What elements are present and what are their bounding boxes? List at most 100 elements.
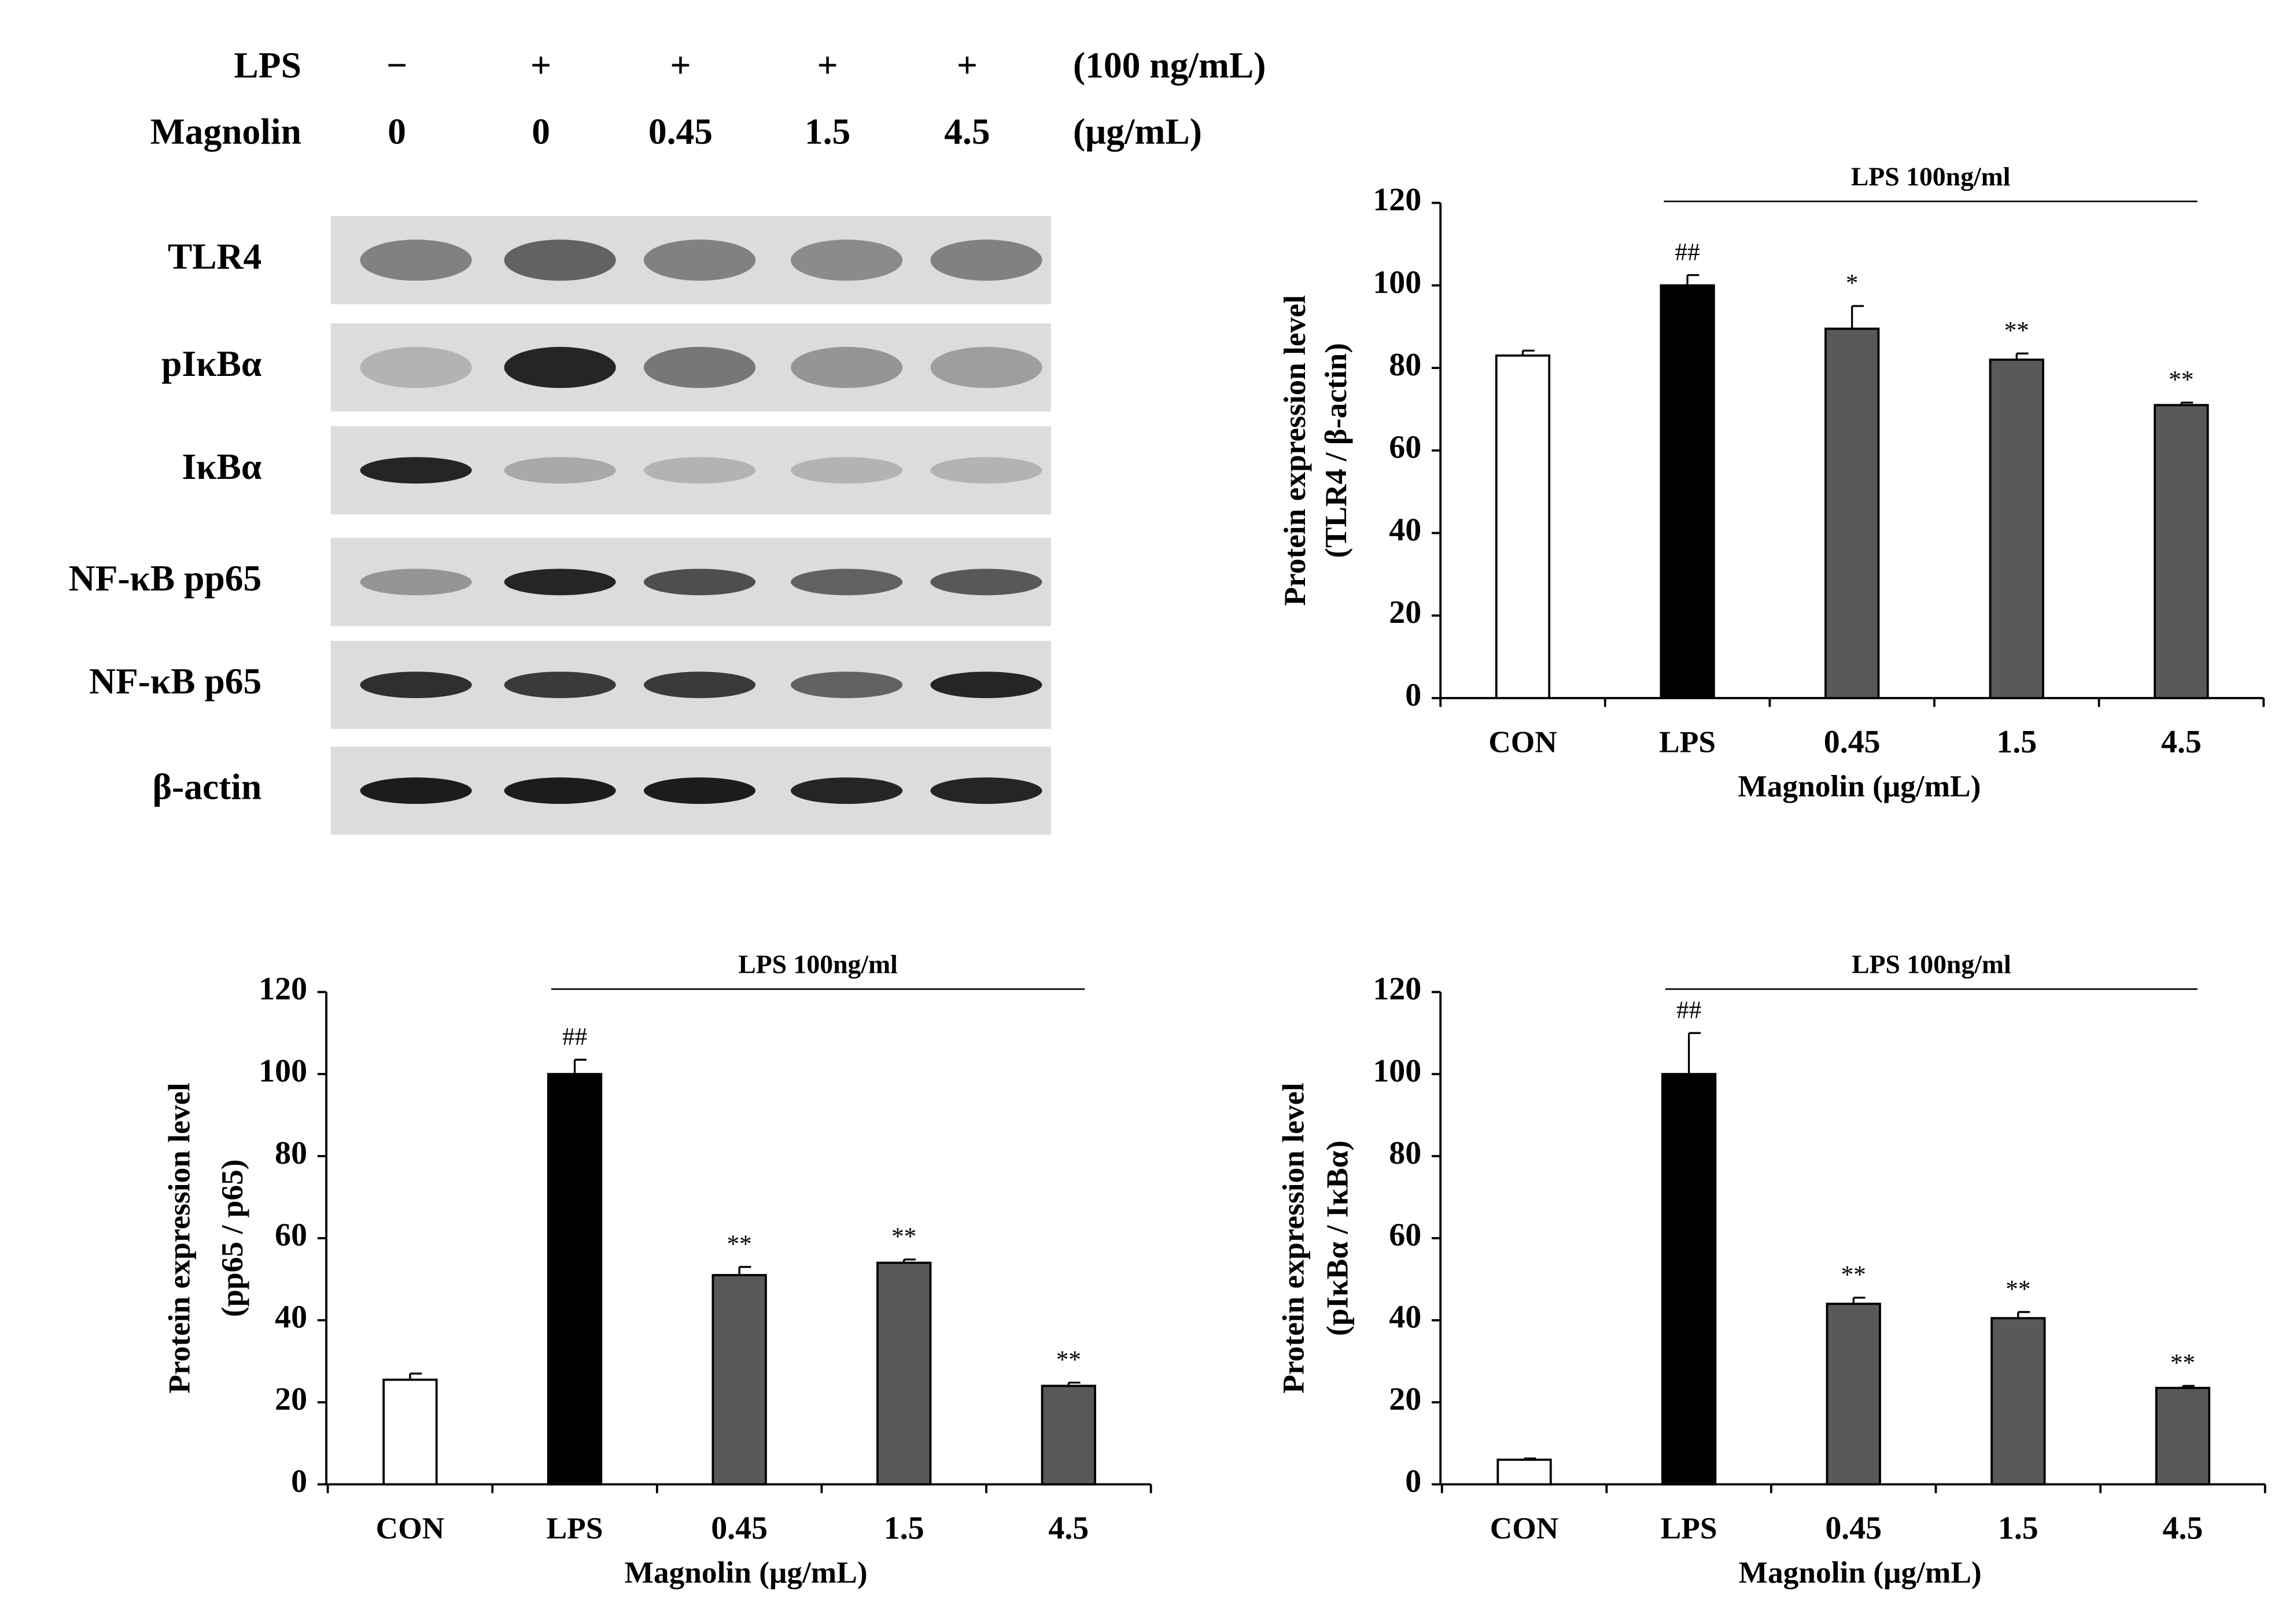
significance: **: [2004, 318, 2029, 345]
y-tick-label: 120: [1373, 971, 1421, 1007]
blot-band: [643, 346, 756, 388]
error-bar: [409, 1372, 422, 1380]
bar: [712, 1274, 767, 1486]
blot-band: [504, 457, 616, 484]
y-tick-label: 100: [1373, 264, 1421, 300]
bar: [382, 1378, 438, 1486]
bar: [1495, 354, 1551, 699]
y-tick-label: 0: [291, 1463, 307, 1499]
significance: **: [2170, 1350, 2195, 1377]
y-tick-label: 60: [1389, 430, 1421, 466]
treatment-value: +: [817, 45, 838, 86]
blot-band: [360, 569, 472, 596]
y-tick-label: 80: [1389, 1135, 1421, 1171]
bar: [1041, 1385, 1096, 1486]
bar: [1660, 284, 1715, 699]
blot-band: [504, 569, 616, 596]
blot-band: [360, 239, 472, 281]
significance: **: [1056, 1346, 1081, 1374]
treatment-value: 0: [532, 110, 550, 152]
treatment-value: 4.5: [944, 110, 990, 152]
treatment-unit: (100 ng/mL): [1073, 45, 1266, 86]
bar: [547, 1073, 603, 1486]
x-tick-label: CON: [1490, 1511, 1559, 1545]
y-tick-label: 20: [1389, 595, 1421, 630]
bar: [1824, 327, 1880, 699]
protein-label: NF-κB pp65: [69, 558, 262, 599]
x-tick-label: 0.45: [1824, 724, 1881, 760]
treatment-value: +: [670, 45, 691, 86]
significance: *: [1846, 270, 1859, 297]
blot-band: [643, 569, 756, 596]
blot-band: [930, 777, 1042, 804]
error-bar: [1852, 1297, 1866, 1304]
protein-label: β-actin: [153, 766, 262, 807]
y-tick-label: 0: [1405, 677, 1421, 713]
y-tick-label: 0: [1405, 1463, 1421, 1499]
blot-band: [360, 671, 472, 699]
blot-band: [504, 239, 616, 281]
x-axis-title: Magnolin (μg/mL): [625, 1555, 868, 1589]
protein-label: IκBα: [182, 446, 262, 487]
error-bar: [573, 1058, 587, 1075]
y-tick-label: 120: [259, 971, 307, 1007]
y-tick-label: 60: [275, 1217, 307, 1253]
bar: [1661, 1073, 1717, 1486]
protein-label: pIκBα: [161, 343, 261, 384]
treatment-value: +: [530, 45, 551, 86]
blot-band: [930, 457, 1042, 484]
error-bar: [1523, 1457, 1536, 1460]
bar: [1496, 1459, 1552, 1486]
error-bar: [2180, 401, 2194, 405]
error-bar: [738, 1265, 751, 1275]
blot-band: [791, 346, 903, 388]
x-tick-label: 1.5: [1996, 724, 2037, 760]
bar: [876, 1261, 932, 1486]
error-bar: [1687, 1032, 1701, 1075]
blot-band: [643, 671, 756, 699]
y-tick-label: 60: [1389, 1217, 1421, 1253]
blot-band: [791, 671, 903, 699]
protein-label: TLR4: [168, 235, 261, 276]
y-tick-label: 40: [1389, 512, 1421, 548]
blot-band: [643, 239, 756, 281]
y-axis-title: (pp65 / p65): [215, 1159, 249, 1317]
significance: ##: [1676, 997, 1701, 1024]
treatment-value: 0.45: [648, 110, 713, 152]
y-tick-label: 40: [1389, 1300, 1421, 1335]
significance: **: [891, 1223, 916, 1250]
y-tick-label: 80: [1389, 347, 1421, 383]
blot-band: [791, 569, 903, 596]
significance: ##: [562, 1024, 587, 1051]
significance: ##: [1675, 239, 1700, 266]
blot-band: [930, 239, 1042, 281]
error-bar: [1686, 274, 1700, 286]
bar: [1990, 1317, 2046, 1486]
error-bar: [2015, 352, 2029, 360]
x-tick-label: 1.5: [884, 1511, 924, 1547]
y-tick-label: 120: [1373, 182, 1421, 218]
x-axis-title: Magnolin (μg/mL): [1738, 769, 1981, 803]
blot-band: [930, 569, 1042, 596]
y-axis-title: Protein expression level: [161, 1083, 196, 1393]
error-bar: [1067, 1381, 1081, 1386]
x-tick-label: 0.45: [1825, 1511, 1882, 1547]
x-axis-title: Magnolin (μg/mL): [1739, 1555, 1982, 1589]
blot-band: [791, 777, 903, 804]
error-bar: [2017, 1311, 2030, 1319]
treatment-value: +: [957, 45, 978, 86]
blot-band: [643, 457, 756, 484]
blot-band: [930, 671, 1042, 699]
y-tick-label: 20: [1389, 1381, 1421, 1417]
y-tick-label: 40: [275, 1300, 307, 1335]
bar: [1826, 1302, 1881, 1486]
y-axis-title: (TLR4 / β-actin): [1318, 343, 1353, 558]
treatment-unit: (μg/mL): [1073, 110, 1202, 152]
bracket-label: LPS 100ng/ml: [738, 950, 898, 979]
y-tick-label: 100: [1373, 1053, 1421, 1089]
treatment-value: 0: [388, 110, 406, 152]
blot-strip: [330, 216, 1051, 305]
protein-label: NF-κB p65: [89, 660, 261, 702]
bar: [1989, 359, 2044, 699]
